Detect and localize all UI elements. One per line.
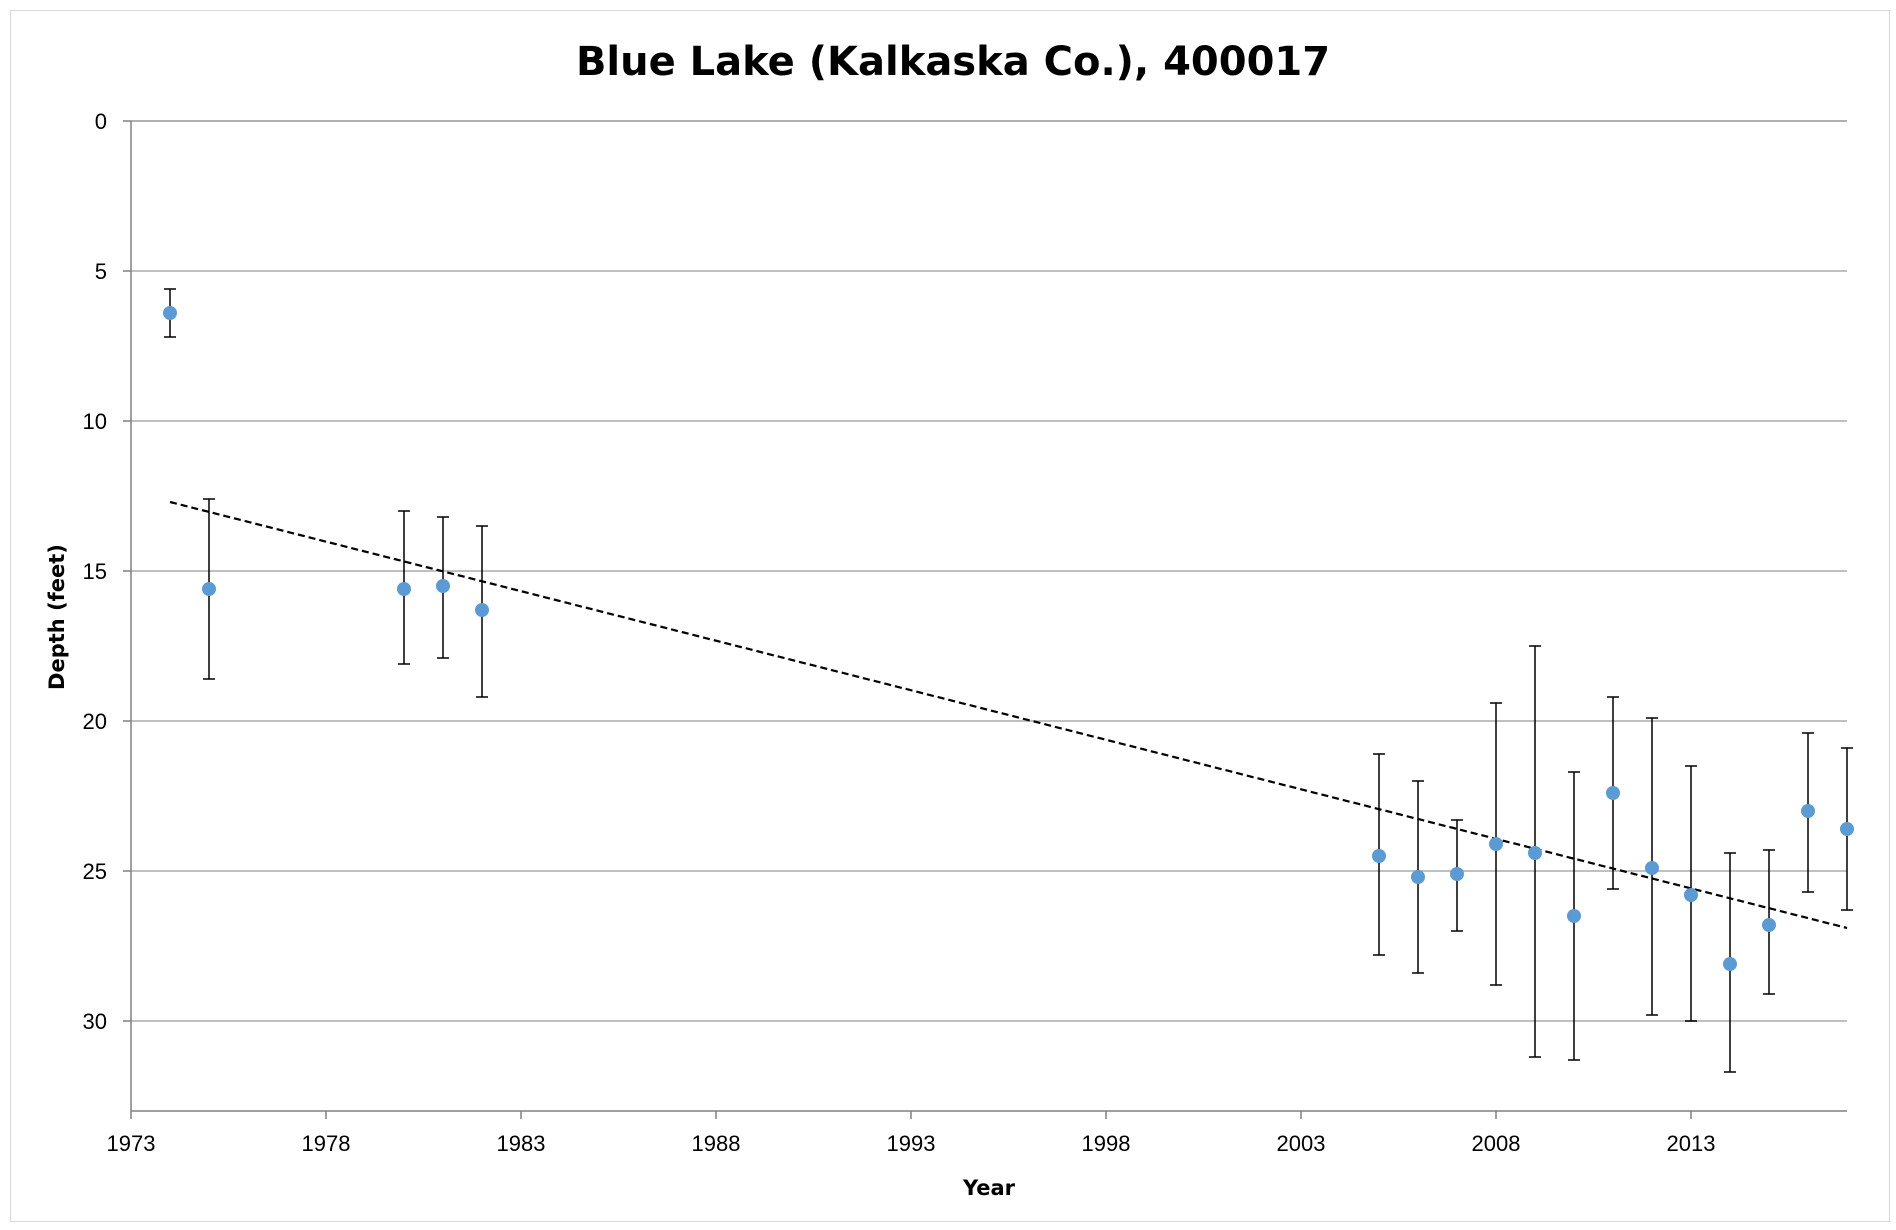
gridlines	[131, 270, 1847, 1022]
data-point-2015	[1762, 918, 1776, 932]
y-tick-label-5: 5	[95, 259, 107, 284]
y-tick-label-0: 0	[95, 109, 107, 134]
data-point-2011	[1606, 786, 1620, 800]
x-axis-label: Year	[962, 1176, 1016, 1200]
data-point-2006	[1411, 870, 1425, 884]
x-axis-ticks: 1973 1978 1983 1988 1993 1998 2003 2008 2013	[107, 1111, 1716, 1156]
data-point-1975	[202, 582, 216, 596]
y-tick-label-10: 10	[83, 409, 107, 434]
x-tick-label-1993: 1993	[887, 1131, 936, 1156]
data-point-1981	[436, 579, 450, 593]
chart-frame	[10, 10, 1890, 1222]
data-point-2008	[1489, 837, 1503, 851]
y-tick-label-30: 30	[83, 1009, 107, 1034]
x-tick-label-1983: 1983	[497, 1131, 546, 1156]
errorbars	[164, 288, 1853, 1073]
data-point-2012	[1645, 861, 1659, 875]
data-point-1982	[475, 603, 489, 617]
y-tick-label-15: 15	[83, 559, 107, 584]
data-point-1974	[163, 306, 177, 320]
data-point-2014	[1723, 957, 1737, 971]
data-point-1980	[397, 582, 411, 596]
x-tick-label-2003: 2003	[1277, 1131, 1326, 1156]
x-tick-label-2008: 2008	[1472, 1131, 1521, 1156]
x-tick-label-1998: 1998	[1082, 1131, 1131, 1156]
data-point-2007	[1450, 867, 1464, 881]
trendline	[169, 500, 1848, 930]
chart-title: Blue Lake (Kalkaska Co.), 400017	[576, 39, 1330, 85]
data-point-2009	[1528, 846, 1542, 860]
data-markers	[163, 306, 1854, 971]
data-point-2016	[1801, 804, 1815, 818]
y-axis-label: Depth (feet)	[45, 544, 69, 690]
x-tick-label-1978: 1978	[302, 1131, 351, 1156]
x-tick-label-1988: 1988	[692, 1131, 741, 1156]
data-point-2017	[1840, 822, 1854, 836]
data-point-2013	[1684, 888, 1698, 902]
y-axis-ticks: 0 5 10 15 20 25 30	[83, 109, 131, 1034]
x-tick-label-2013: 2013	[1667, 1131, 1716, 1156]
y-tick-label-25: 25	[83, 859, 107, 884]
data-point-2010	[1567, 909, 1581, 923]
axes	[130, 120, 1847, 1112]
data-point-2005	[1372, 849, 1386, 863]
trendline-group	[169, 500, 1848, 930]
y-tick-label-20: 20	[83, 709, 107, 734]
x-tick-label-1973: 1973	[107, 1131, 156, 1156]
